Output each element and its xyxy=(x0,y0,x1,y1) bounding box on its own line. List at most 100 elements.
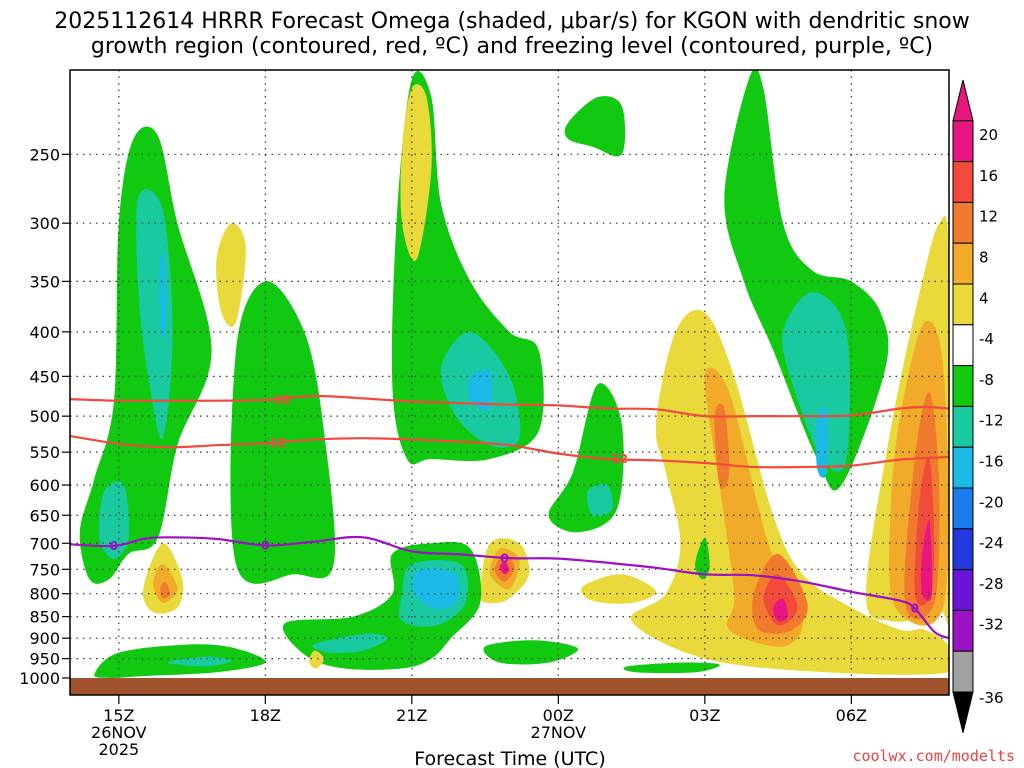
colorbar-label: -8 xyxy=(979,371,994,389)
freezing-level-label: 0 xyxy=(261,538,269,552)
y-tick-label: 900 xyxy=(29,629,60,648)
colorbar-bin xyxy=(952,569,974,611)
omega-region-42 xyxy=(309,650,324,669)
omega-region-38 xyxy=(411,568,460,609)
omega-region-9 xyxy=(586,483,613,517)
colorbar-bin xyxy=(952,487,974,530)
y-axis: 250 300 350 400 450 500 550 600 650 700 750 800 850 9… xyxy=(19,145,70,688)
omega-region-35 xyxy=(167,656,232,667)
y-tick-label: 950 xyxy=(29,650,60,669)
omega-region-7 xyxy=(468,369,493,411)
omega-region-15 xyxy=(815,406,829,478)
y-tick-label: 750 xyxy=(29,560,60,579)
colorbar-label: 16 xyxy=(979,167,998,185)
omega-region-11 xyxy=(216,222,246,327)
y-tick-label: 600 xyxy=(29,476,60,495)
omega-region-26 xyxy=(921,519,933,601)
omega-region-18 xyxy=(714,403,730,489)
colorbar-bin xyxy=(952,446,974,489)
y-tick-label: 550 xyxy=(29,443,60,462)
omega-region-41 xyxy=(623,662,720,674)
dgz-contour-label: -18 xyxy=(268,393,290,407)
title-line-2: growth region (contoured, red, ºC) and f… xyxy=(91,34,933,59)
freezing-level-label: 0 xyxy=(911,602,919,616)
colorbar-label: 8 xyxy=(979,248,989,266)
colorbar-label: 4 xyxy=(979,289,989,307)
colorbar-bin xyxy=(952,201,974,244)
y-tick-label: 650 xyxy=(29,506,60,525)
omega-region-39 xyxy=(312,633,388,654)
y-tick-label: 450 xyxy=(29,367,60,386)
omega-region-45 xyxy=(695,537,710,580)
colorbar-bottom-arrow xyxy=(952,691,974,733)
omega-region-29 xyxy=(160,581,171,599)
x-axis-label: Forecast Time (UTC) xyxy=(414,748,605,768)
freezing-level-contour xyxy=(70,535,949,640)
omega-region-21 xyxy=(773,598,789,622)
omega-region-14 xyxy=(782,292,851,472)
colorbar-bin xyxy=(952,528,974,571)
omega-region-3 xyxy=(98,481,130,560)
omega-region-1 xyxy=(136,189,173,440)
colorbar-label: 20 xyxy=(979,126,998,144)
x-tick-label: 15Z xyxy=(103,706,134,725)
x-tick-label: 21Z xyxy=(396,706,427,725)
colorbar-label: -32 xyxy=(979,616,1004,634)
y-tick-label: 1000 xyxy=(19,669,60,688)
colorbar-bin xyxy=(952,405,974,448)
colorbar-label: -20 xyxy=(979,493,1004,511)
colorbar-bin xyxy=(952,120,974,163)
omega-region-43 xyxy=(581,574,657,604)
dgz-contour--12 xyxy=(70,434,949,469)
colorbar-label: -4 xyxy=(979,330,994,348)
dgz-contour-label: -12 xyxy=(264,436,286,450)
y-tick-label: 850 xyxy=(29,608,60,627)
colorbar-label: -12 xyxy=(979,412,1004,430)
colorbar-bin xyxy=(952,609,974,652)
x-tick-label: 18Z xyxy=(250,706,281,725)
colorbar-label: 12 xyxy=(979,208,998,226)
contours: -18 -12 -12 0 0 0 0 xyxy=(70,393,949,640)
x-tick-label: 00Z xyxy=(543,706,574,725)
colorbar-bin xyxy=(952,650,974,693)
title-line-1: 2025112614 HRRR Forecast Omega (shaded, … xyxy=(54,9,969,34)
y-tick-label: 350 xyxy=(29,272,60,291)
omega-region-10 xyxy=(400,84,432,262)
omega-shading xyxy=(79,70,949,678)
colorbar-bin xyxy=(952,161,974,203)
x-tick-date: 26NOV xyxy=(91,723,147,742)
omega-region-2 xyxy=(159,253,166,339)
x-tick-label: 06Z xyxy=(836,706,867,725)
x-tick-label: 03Z xyxy=(689,706,720,725)
omega-region-13 xyxy=(724,70,889,491)
colorbar-top-arrow xyxy=(952,79,974,122)
freezing-level-label: 0 xyxy=(110,539,118,553)
y-tick-label: 500 xyxy=(29,407,60,426)
colorbar-bin xyxy=(952,242,974,285)
y-tick-label: 800 xyxy=(29,585,60,604)
ground-strip xyxy=(70,678,949,695)
y-tick-label: 700 xyxy=(29,534,60,553)
colorbar-bin xyxy=(952,365,974,407)
omega-region-12 xyxy=(564,96,626,157)
dgz-contour--18 xyxy=(70,394,949,418)
colorbar-label: -24 xyxy=(979,534,1004,552)
colorbar-label: -16 xyxy=(979,452,1004,470)
colorbar-label: -36 xyxy=(979,689,1004,707)
x-tick-date: 27NOV xyxy=(531,723,587,742)
x-tick-year: 2025 xyxy=(98,740,139,759)
y-tick-label: 250 xyxy=(29,145,60,164)
omega-region-33 xyxy=(499,561,510,575)
colorbar-label: -28 xyxy=(979,575,1004,593)
omega-region-40 xyxy=(483,640,579,665)
plot-frame xyxy=(69,69,950,696)
y-tick-label: 300 xyxy=(29,214,60,233)
freezing-level-label: 0 xyxy=(500,552,508,566)
credit-link[interactable]: coolwx.com/modelts xyxy=(852,747,1015,765)
y-tick-label: 400 xyxy=(29,323,60,342)
colorbar: 20 16 12 8 4 -4 -8 -12 -16 -20 -24 -28 -32 -36 xyxy=(952,79,1004,733)
colorbar-bin xyxy=(952,324,974,367)
omega-region-4 xyxy=(230,281,336,584)
